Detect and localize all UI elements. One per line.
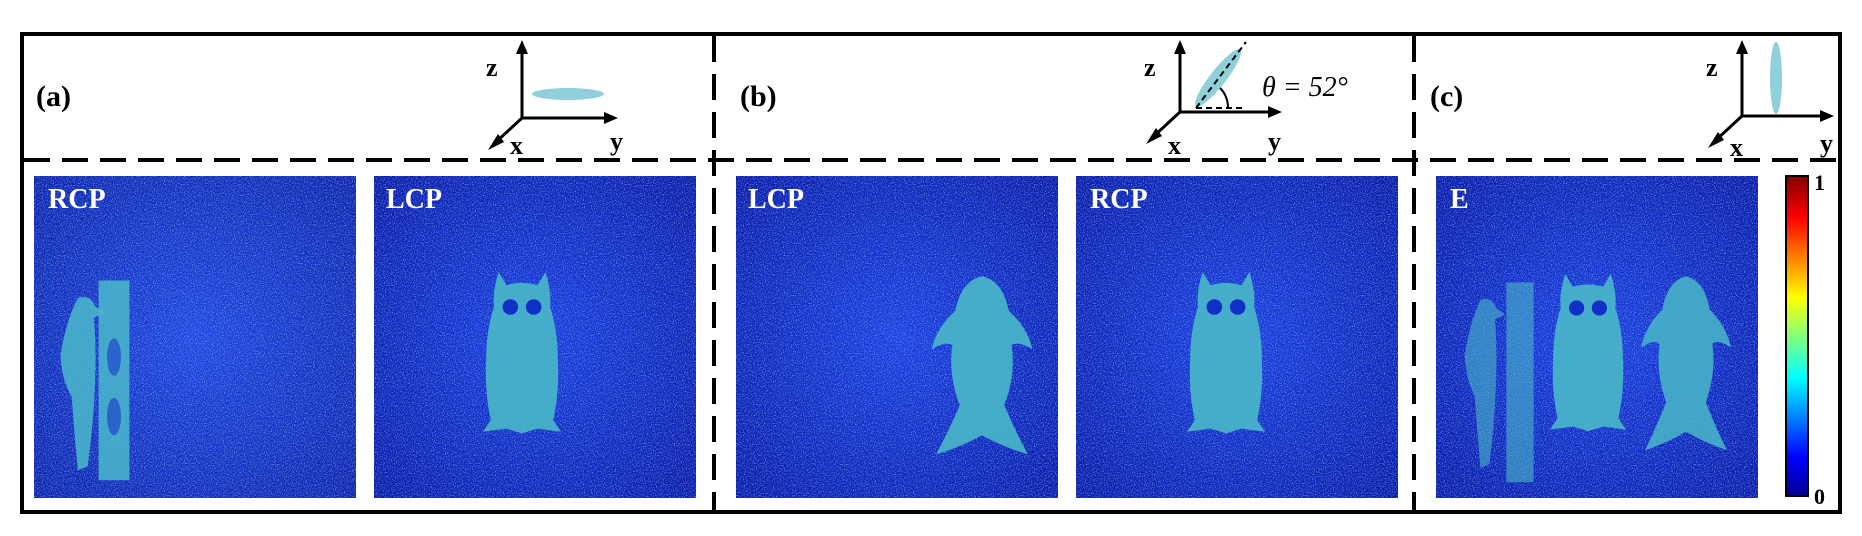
panel-label-a: (a) xyxy=(36,80,71,113)
crystal-horizontal xyxy=(532,88,604,100)
axis-x-b: x xyxy=(1168,131,1181,160)
image-b-rcp xyxy=(1076,176,1398,498)
figure-frame xyxy=(20,32,1842,514)
axes-diagram-b xyxy=(1146,40,1282,144)
colorbar xyxy=(1785,175,1809,497)
axis-z-c: z xyxy=(1706,53,1718,82)
panel-label-b: (b) xyxy=(740,80,777,113)
colorbar-max-label: 1 xyxy=(1814,170,1825,195)
crystal-tilted xyxy=(1194,49,1242,107)
axis-z-b: z xyxy=(1144,53,1156,82)
axis-x-c: x xyxy=(1730,133,1743,162)
crystal-vertical xyxy=(1770,42,1782,114)
image-label-a-rcp: RCP xyxy=(48,184,106,215)
image-label-a-lcp: LCP xyxy=(386,184,442,215)
image-label-b-rcp: RCP xyxy=(1090,184,1148,215)
axis-y-b: y xyxy=(1268,127,1281,156)
image-b-lcp xyxy=(736,176,1058,498)
colorbar-min-label: 0 xyxy=(1814,484,1825,509)
image-label-c-e: E xyxy=(1450,184,1469,215)
colorbar-gradient xyxy=(1785,175,1809,497)
axis-x-a: x xyxy=(510,131,523,160)
image-label-b-lcp: LCP xyxy=(748,184,804,215)
image-a-lcp xyxy=(374,176,696,498)
angle-label: θ = 52° xyxy=(1262,72,1348,103)
image-a-rcp xyxy=(34,176,356,498)
axes-diagram-c xyxy=(1708,40,1834,148)
axis-z-a: z xyxy=(486,53,498,82)
axis-y-a: y xyxy=(610,127,623,156)
image-c-e xyxy=(1436,176,1758,498)
panel-label-c: (c) xyxy=(1430,80,1463,113)
axes-diagram-a xyxy=(488,40,618,150)
axis-y-c: y xyxy=(1820,129,1833,158)
